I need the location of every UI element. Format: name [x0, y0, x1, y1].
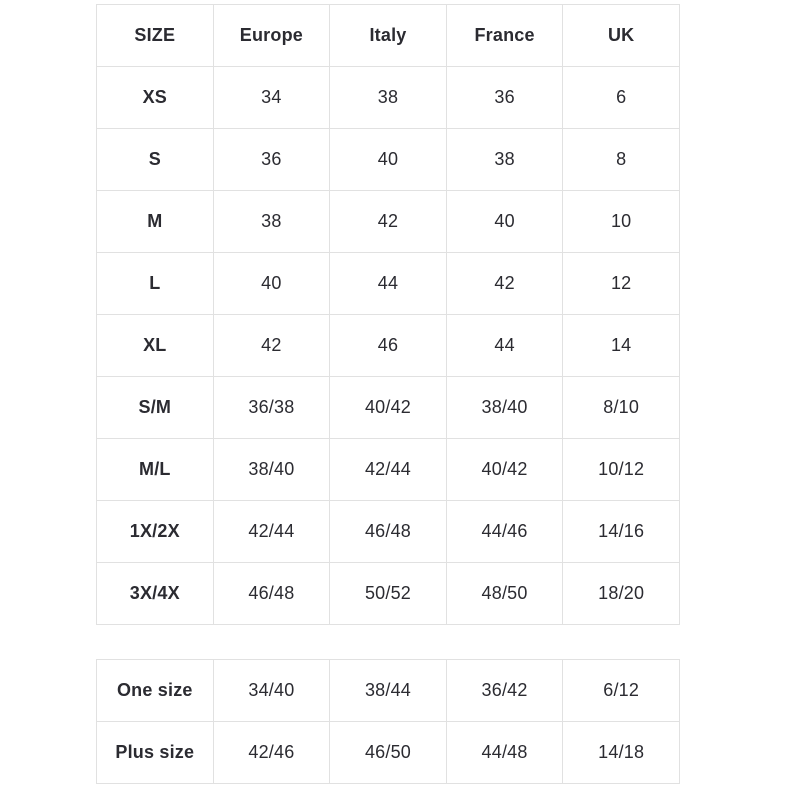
value-cell: 14: [562, 314, 680, 377]
table-row-3x4x: 3X/4X 46/48 50/52 48/50 18/20: [96, 562, 680, 625]
size-conversion-table: SIZE Europe Italy France UK XS 34 38 36 …: [96, 4, 680, 625]
value-cell: 6/12: [562, 659, 680, 722]
value-cell: 18/20: [562, 562, 680, 625]
value-cell: 36/38: [212, 376, 331, 439]
table-row-ml: M/L 38/40 42/44 40/42 10/12: [96, 438, 680, 501]
table-row-one-size: One size 34/40 38/44 36/42 6/12: [96, 659, 680, 722]
value-cell: 34: [212, 66, 331, 129]
value-cell: 38: [445, 128, 564, 191]
value-cell: 38/40: [445, 376, 564, 439]
value-cell: 46/48: [212, 562, 331, 625]
value-cell: 46/48: [329, 500, 447, 563]
value-cell: 38: [212, 190, 331, 253]
table-row-m: M 38 42 40 10: [96, 190, 680, 253]
value-cell: 12: [562, 252, 680, 315]
table-row-xl: XL 42 46 44 14: [96, 314, 680, 377]
value-cell: 38: [329, 66, 447, 129]
value-cell: 14/18: [562, 721, 680, 784]
value-cell: 46/50: [329, 721, 447, 784]
value-cell: 36/42: [445, 659, 564, 722]
value-cell: 36: [212, 128, 331, 191]
value-cell: 10/12: [562, 438, 680, 501]
value-cell: 8: [562, 128, 680, 191]
table-row-xs: XS 34 38 36 6: [96, 66, 680, 129]
value-cell: 46: [329, 314, 447, 377]
value-cell: 6: [562, 66, 680, 129]
size-label-cell: XL: [96, 314, 214, 377]
size-label-cell: S: [96, 128, 214, 191]
value-cell: 42: [212, 314, 331, 377]
header-row: SIZE Europe Italy France UK: [96, 4, 680, 67]
table-row-s: S 36 40 38 8: [96, 128, 680, 191]
size-guide: SIZE Europe Italy France UK XS 34 38 36 …: [96, 4, 680, 784]
value-cell: 44: [445, 314, 564, 377]
value-cell: 34/40: [212, 659, 331, 722]
value-cell: 40: [212, 252, 331, 315]
size-label-cell: L: [96, 252, 214, 315]
special-sizes-section: One size 34/40 38/44 36/42 6/12 Plus siz…: [96, 659, 680, 784]
table-row-l: L 40 44 42 12: [96, 252, 680, 315]
size-label-cell: S/M: [96, 376, 214, 439]
value-cell: 38/40: [212, 438, 331, 501]
header-cell-size: SIZE: [96, 4, 214, 67]
size-label-cell: XS: [96, 66, 214, 129]
value-cell: 44/46: [445, 500, 564, 563]
value-cell: 42: [445, 252, 564, 315]
size-label-cell: One size: [96, 659, 214, 722]
value-cell: 40: [329, 128, 447, 191]
header-cell-france: France: [445, 4, 564, 67]
table-row-plus-size: Plus size 42/46 46/50 44/48 14/18: [96, 721, 680, 784]
size-label-cell: Plus size: [96, 721, 214, 784]
value-cell: 10: [562, 190, 680, 253]
value-cell: 42: [329, 190, 447, 253]
special-sizes-table: One size 34/40 38/44 36/42 6/12 Plus siz…: [96, 659, 680, 784]
header-cell-italy: Italy: [329, 4, 447, 67]
table-row-sm: S/M 36/38 40/42 38/40 8/10: [96, 376, 680, 439]
value-cell: 40/42: [445, 438, 564, 501]
value-cell: 42/46: [212, 721, 331, 784]
header-cell-europe: Europe: [212, 4, 331, 67]
value-cell: 42/44: [329, 438, 447, 501]
value-cell: 40: [445, 190, 564, 253]
value-cell: 44/48: [445, 721, 564, 784]
size-label-cell: 1X/2X: [96, 500, 214, 563]
header-cell-uk: UK: [562, 4, 680, 67]
table-row-1x2x: 1X/2X 42/44 46/48 44/46 14/16: [96, 500, 680, 563]
size-label-cell: M/L: [96, 438, 214, 501]
size-label-cell: 3X/4X: [96, 562, 214, 625]
value-cell: 42/44: [212, 500, 331, 563]
value-cell: 14/16: [562, 500, 680, 563]
value-cell: 48/50: [445, 562, 564, 625]
value-cell: 50/52: [329, 562, 447, 625]
value-cell: 40/42: [329, 376, 447, 439]
value-cell: 38/44: [329, 659, 447, 722]
value-cell: 44: [329, 252, 447, 315]
value-cell: 36: [445, 66, 564, 129]
size-label-cell: M: [96, 190, 214, 253]
value-cell: 8/10: [562, 376, 680, 439]
